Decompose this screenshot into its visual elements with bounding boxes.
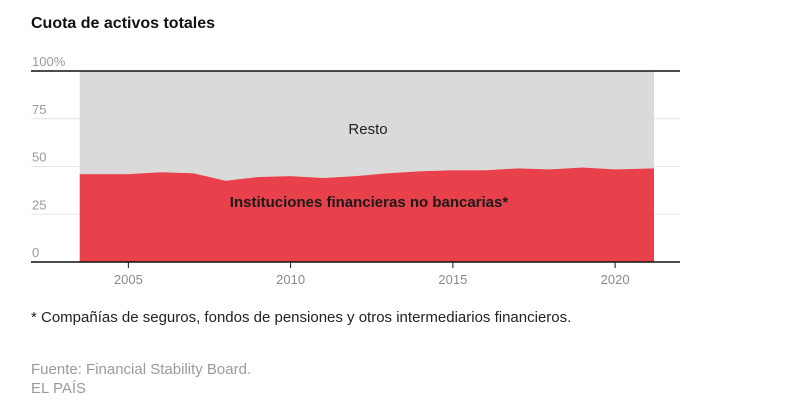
y-tick-label: 100% (32, 54, 66, 69)
y-tick-labels: 0 25 50 75 100% (32, 54, 66, 260)
series-label-resto: Resto (348, 121, 387, 138)
area-resto (79, 71, 654, 181)
y-tick-label: 0 (32, 245, 39, 260)
source-text: Fuente: Financial Stability Board. (31, 361, 252, 378)
y-tick-label: 50 (32, 150, 46, 165)
x-tick-labels: 2005 2010 2015 2020 (114, 262, 630, 287)
credits: Fuente: Financial Stability Board. EL PA… (31, 360, 251, 398)
footnote: * Compañías de seguros, fondos de pensio… (31, 309, 572, 326)
area-nbfi (79, 167, 654, 262)
x-tick-label: 2005 (114, 272, 143, 287)
y-tick-label: 75 (32, 102, 46, 117)
publisher-name: EL PAÍS (31, 380, 87, 397)
x-tick-label: 2010 (276, 272, 305, 287)
chart-title: Cuota de activos totales (31, 15, 216, 32)
y-tick-label: 25 (32, 197, 46, 212)
series-label-nbfi: Instituciones financieras no bancarias* (230, 194, 509, 211)
x-tick-label: 2015 (438, 272, 467, 287)
area-chart: 0 25 50 75 100% 2005 2010 2015 2020 Resto Insti… (31, 54, 680, 287)
x-tick-label: 2020 (601, 272, 630, 287)
